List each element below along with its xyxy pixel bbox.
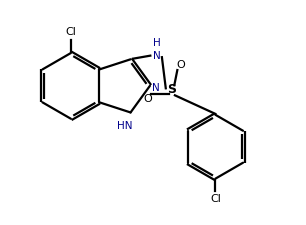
Text: HN: HN bbox=[117, 121, 133, 131]
Text: O: O bbox=[177, 61, 185, 70]
Text: N: N bbox=[153, 51, 160, 61]
Text: H: H bbox=[153, 38, 160, 48]
Text: Cl: Cl bbox=[65, 27, 76, 37]
Text: N: N bbox=[152, 83, 160, 93]
Text: S: S bbox=[167, 83, 176, 96]
Text: O: O bbox=[143, 94, 152, 104]
Text: Cl: Cl bbox=[210, 194, 221, 205]
